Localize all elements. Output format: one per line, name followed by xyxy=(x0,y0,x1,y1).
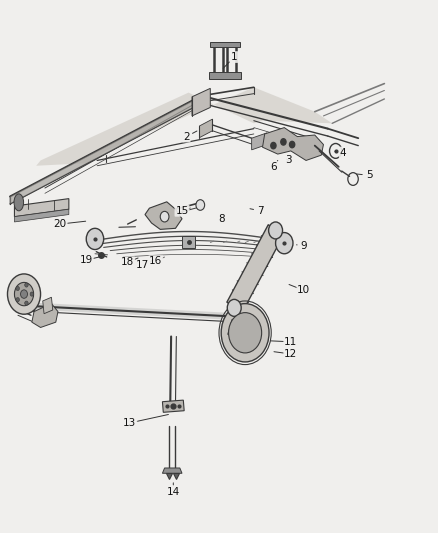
Polygon shape xyxy=(199,119,212,138)
Text: 19: 19 xyxy=(80,255,93,265)
Polygon shape xyxy=(10,96,201,204)
Polygon shape xyxy=(182,236,195,248)
Polygon shape xyxy=(14,199,69,216)
Text: 18: 18 xyxy=(121,257,134,267)
Circle shape xyxy=(16,297,19,302)
Polygon shape xyxy=(14,209,69,222)
Text: 8: 8 xyxy=(218,214,225,224)
Circle shape xyxy=(221,304,269,362)
Polygon shape xyxy=(227,225,283,313)
Text: 20: 20 xyxy=(53,219,67,229)
Text: 14: 14 xyxy=(167,487,180,497)
Circle shape xyxy=(276,232,293,254)
Circle shape xyxy=(281,139,286,145)
Text: 10: 10 xyxy=(297,285,311,295)
Ellipse shape xyxy=(14,194,24,211)
Circle shape xyxy=(227,300,241,317)
Circle shape xyxy=(25,283,28,287)
Text: 7: 7 xyxy=(257,206,264,216)
Text: 13: 13 xyxy=(123,418,136,428)
Polygon shape xyxy=(162,468,182,473)
Text: 15: 15 xyxy=(175,206,189,216)
Polygon shape xyxy=(262,127,323,160)
Circle shape xyxy=(86,228,104,249)
Circle shape xyxy=(271,142,276,149)
Text: 17: 17 xyxy=(136,261,149,270)
Text: 11: 11 xyxy=(284,337,297,347)
Polygon shape xyxy=(209,72,241,79)
Polygon shape xyxy=(162,400,184,413)
Circle shape xyxy=(25,301,28,305)
Text: 5: 5 xyxy=(366,171,372,180)
Polygon shape xyxy=(32,304,58,327)
Circle shape xyxy=(229,313,261,353)
Text: 16: 16 xyxy=(149,256,162,266)
Polygon shape xyxy=(210,42,240,47)
Circle shape xyxy=(30,292,34,296)
Circle shape xyxy=(14,282,34,306)
Circle shape xyxy=(268,222,283,239)
Polygon shape xyxy=(228,316,252,336)
Circle shape xyxy=(21,290,28,298)
Circle shape xyxy=(290,141,295,148)
Circle shape xyxy=(196,200,205,211)
Text: 6: 6 xyxy=(270,162,277,172)
Polygon shape xyxy=(145,202,182,229)
Polygon shape xyxy=(252,133,267,150)
Text: 2: 2 xyxy=(183,132,190,142)
Text: 1: 1 xyxy=(231,52,237,62)
Circle shape xyxy=(16,286,19,290)
Text: 3: 3 xyxy=(285,156,292,165)
Circle shape xyxy=(7,274,41,314)
Circle shape xyxy=(160,212,169,222)
Polygon shape xyxy=(43,297,53,314)
Text: 4: 4 xyxy=(340,148,346,158)
Polygon shape xyxy=(36,87,332,166)
Text: 9: 9 xyxy=(300,241,307,252)
Text: 12: 12 xyxy=(284,349,297,359)
Polygon shape xyxy=(192,88,210,116)
